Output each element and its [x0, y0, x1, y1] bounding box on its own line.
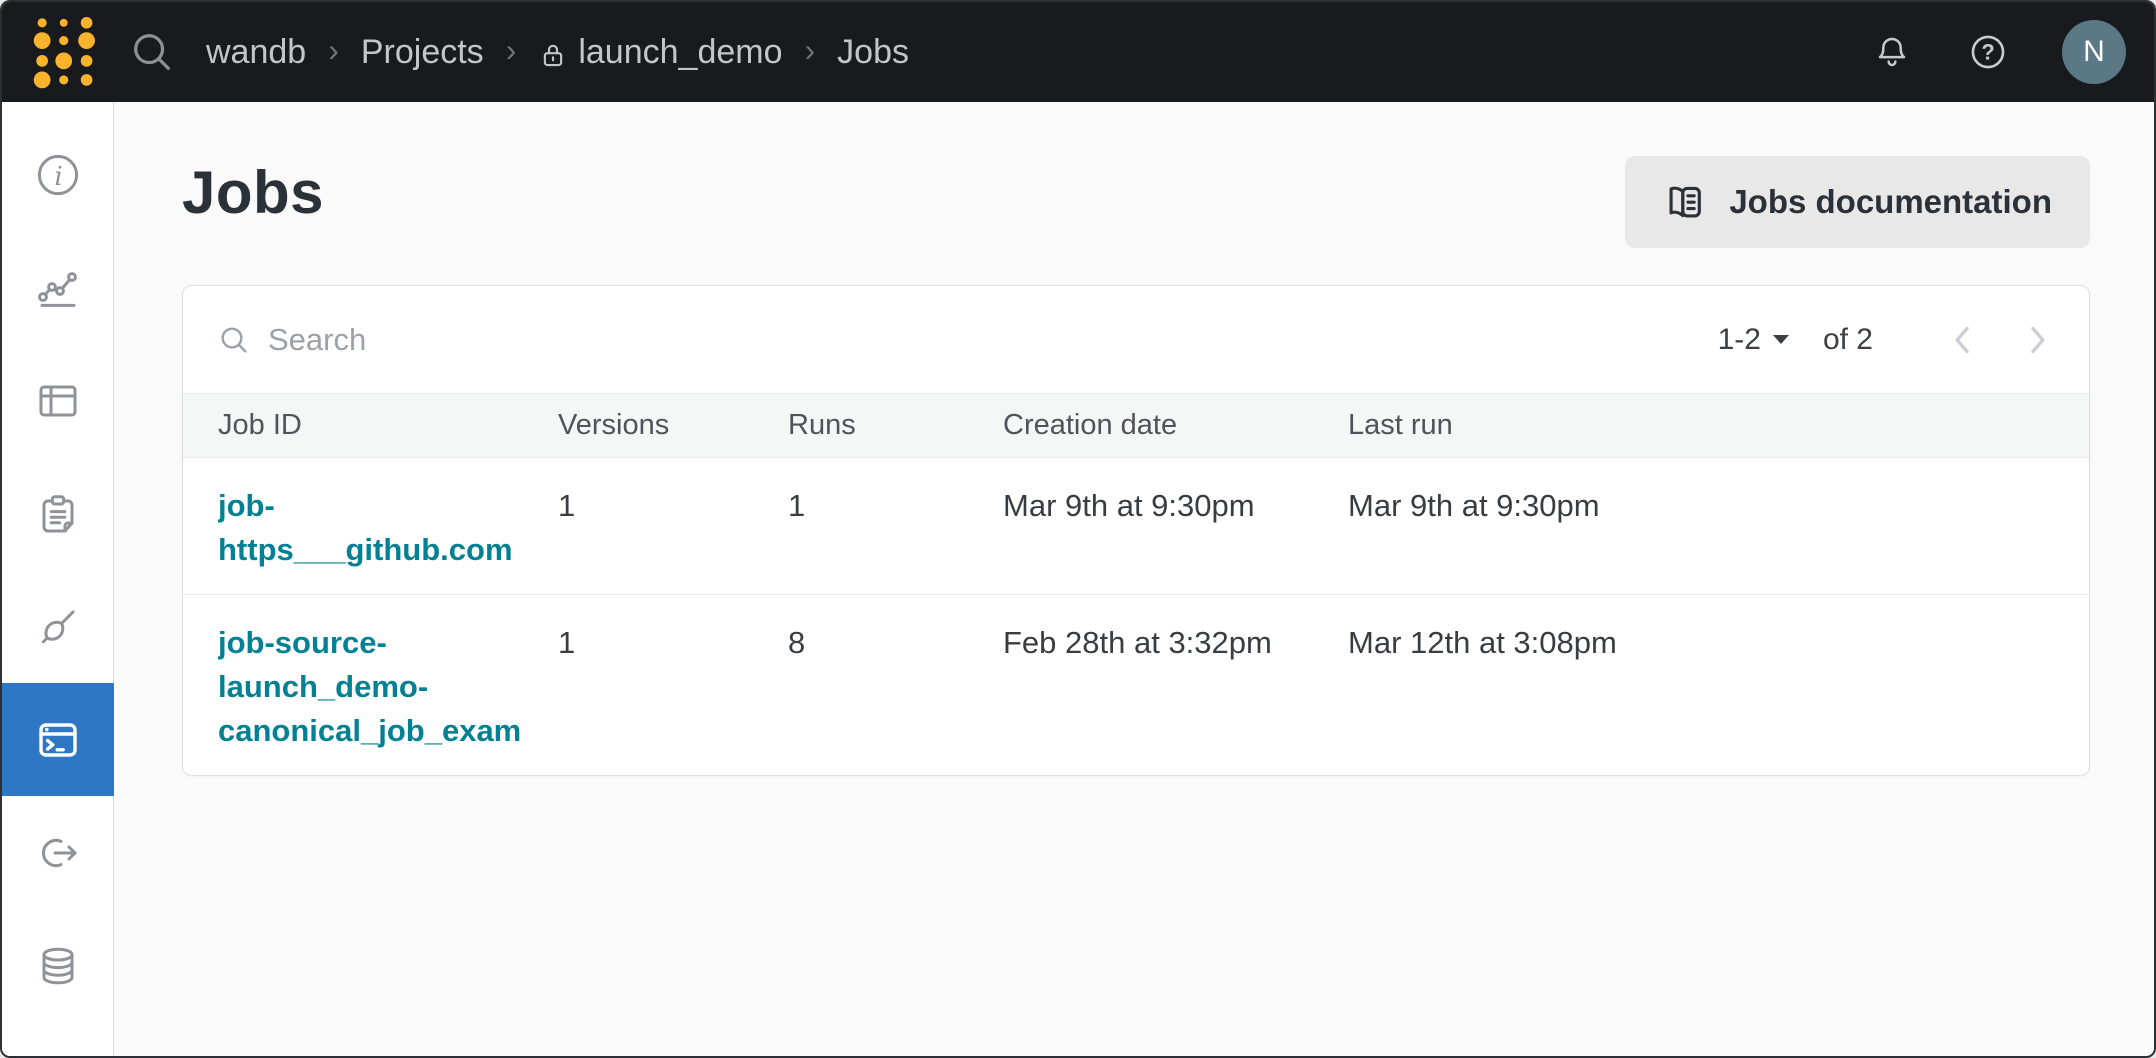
bell-icon: [1878, 37, 1906, 67]
runs-cell: 1: [788, 488, 806, 523]
svg-text:?: ?: [1981, 40, 1994, 65]
column-header-last-run: Last run: [1348, 409, 1453, 441]
line-chart-icon: [38, 271, 77, 307]
job-id-link[interactable]: job- https___github.com: [218, 488, 513, 567]
info-icon: i: [37, 154, 79, 195]
svg-text:i: i: [54, 162, 62, 192]
help-icon: ?: [1971, 35, 2005, 69]
creation-date-cell: Feb 28th at 3:32pm: [1003, 625, 1272, 660]
avatar-initial: N: [2083, 35, 2105, 68]
page-range-dropdown[interactable]: 1-2: [1718, 323, 1789, 357]
wandb-logo[interactable]: [32, 12, 98, 92]
sidebar-item-overview[interactable]: i: [2, 118, 114, 231]
top-navbar: wandb › Projects › launch_demo › Jobs: [2, 2, 2154, 102]
main-content: Jobs Jobs documentation: [114, 102, 2154, 1056]
versions-cell: 1: [558, 488, 576, 523]
previous-page-button[interactable]: [1941, 318, 1985, 362]
table-icon: [39, 385, 77, 416]
table-row: job-source- launch_demo- canonical_job_e…: [183, 594, 2089, 775]
pagination: 1-2 of 2: [1718, 318, 2059, 362]
last-run-cell: Mar 12th at 3:08pm: [1348, 625, 1617, 660]
breadcrumb-separator: ›: [328, 31, 339, 68]
breadcrumb-separator: ›: [804, 31, 816, 68]
page-range-label: 1-2: [1717, 322, 1761, 356]
wandb-dots-icon: [33, 16, 95, 89]
launch-arrow-icon: [42, 838, 77, 867]
search-field: [218, 320, 1718, 359]
global-search-button[interactable]: [124, 24, 180, 80]
terminal-icon: [39, 722, 77, 757]
chevron-right-icon: [2031, 326, 2045, 353]
chevron-left-icon: [1955, 326, 1969, 353]
breadcrumb-separator: ›: [505, 31, 517, 68]
project-sidebar: i: [2, 102, 114, 1056]
last-run-cell: Mar 9th at 9:30pm: [1348, 488, 1600, 523]
breadcrumb: wandb › Projects › launch_demo › Jobs: [206, 31, 909, 72]
notifications-button[interactable]: [1870, 30, 1914, 74]
help-button[interactable]: ?: [1966, 30, 2010, 74]
sidebar-item-jobs[interactable]: [2, 683, 114, 796]
sidebar-item-sweeps[interactable]: [2, 570, 114, 683]
job-id-link[interactable]: job-source- launch_demo- canonical_job_e…: [218, 625, 522, 748]
column-header-job-id: Job ID: [218, 409, 302, 441]
sidebar-item-workspace[interactable]: [2, 231, 114, 344]
table-row: job- https___github.com 1 1 Mar 9th at 9…: [183, 458, 2089, 594]
breadcrumb-entity[interactable]: wandb: [206, 32, 307, 71]
column-header-creation-date: Creation date: [1003, 409, 1178, 441]
database-icon: [42, 947, 74, 984]
topbar-actions: ? N: [1870, 20, 2154, 84]
broom-icon: [41, 610, 75, 643]
breadcrumb-projects[interactable]: Projects: [360, 32, 484, 71]
creation-date-cell: Mar 9th at 9:30pm: [1003, 488, 1255, 523]
next-page-button[interactable]: [2015, 318, 2059, 362]
search-input[interactable]: [266, 320, 1718, 359]
open-book-icon: [1669, 186, 1702, 218]
search-icon: [221, 326, 247, 353]
sidebar-item-launch[interactable]: [2, 796, 114, 909]
sidebar-item-artifacts[interactable]: [2, 909, 114, 1022]
page-title: Jobs: [182, 159, 325, 226]
column-header-versions: Versions: [558, 409, 670, 441]
versions-cell: 1: [558, 625, 576, 660]
sidebar-item-reports[interactable]: [2, 457, 114, 570]
column-header-runs: Runs: [788, 409, 856, 441]
jobs-table-card: 1-2 of 2: [182, 285, 2090, 776]
sidebar-item-table[interactable]: [2, 344, 114, 457]
page-total-label: of 2: [1822, 322, 1873, 356]
breadcrumb-page[interactable]: Jobs: [837, 32, 909, 71]
jobs-documentation-button[interactable]: Jobs documentation: [1625, 156, 2090, 248]
lock-icon: [538, 40, 568, 70]
runs-cell: 8: [788, 625, 806, 660]
docs-button-label: Jobs documentation: [1729, 183, 2052, 220]
chevron-down-icon: [1772, 335, 1789, 344]
avatar[interactable]: N: [2062, 20, 2126, 84]
table-toolbar: 1-2 of 2: [183, 286, 2089, 393]
table-header-row: Job ID Versions Runs Creation date Last …: [183, 393, 2089, 458]
clipboard-icon: [42, 494, 74, 532]
search-icon: [134, 34, 170, 70]
breadcrumb-project[interactable]: launch_demo: [578, 32, 783, 71]
